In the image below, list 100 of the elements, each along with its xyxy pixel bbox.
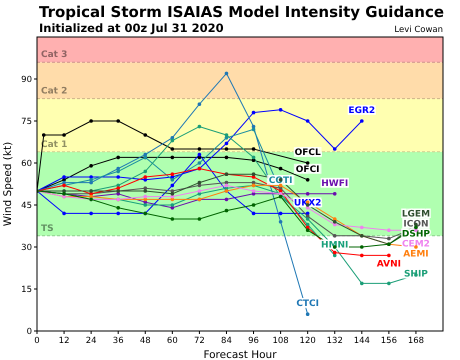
point — [116, 175, 120, 179]
point — [306, 178, 310, 182]
text: Levi Cowan — [394, 25, 443, 35]
point — [387, 254, 391, 258]
x-tick-label: 60 — [166, 336, 178, 346]
point — [170, 147, 174, 151]
point — [198, 180, 202, 184]
x-tick-label: 96 — [248, 336, 259, 346]
band-label: Cat 3 — [41, 50, 68, 60]
point — [62, 212, 66, 216]
point — [170, 156, 174, 160]
point — [170, 203, 174, 207]
point — [143, 133, 148, 137]
point — [62, 175, 66, 179]
x-tick-label: 144 — [354, 336, 370, 346]
y-tick-label: 45 — [21, 200, 32, 211]
point — [198, 217, 202, 221]
x-tick-label: 12 — [58, 336, 70, 346]
point — [143, 170, 148, 174]
x-tick-label: 36 — [112, 336, 124, 346]
y-tick-label: 15 — [21, 284, 32, 295]
point — [252, 172, 256, 176]
point — [360, 226, 364, 230]
y-tick-label: 0 — [26, 326, 32, 337]
point — [332, 250, 337, 254]
point — [116, 192, 120, 196]
series-label: OFCI — [296, 164, 320, 175]
y-tick-label: 30 — [21, 242, 32, 253]
point — [332, 220, 337, 224]
series-label: LGEM — [402, 210, 430, 220]
point — [224, 208, 228, 212]
point — [306, 119, 310, 123]
point — [387, 228, 391, 232]
point — [387, 236, 391, 240]
point — [116, 156, 120, 160]
point — [116, 170, 120, 174]
point — [360, 282, 364, 286]
point — [198, 147, 202, 151]
x-tick-label: 120 — [300, 336, 316, 346]
point — [116, 186, 120, 190]
x-tick-label: 108 — [272, 336, 289, 346]
point — [170, 184, 174, 188]
point — [143, 178, 148, 182]
x-tick-label: 72 — [194, 336, 205, 346]
point — [170, 172, 174, 176]
series-label: EGR2 — [348, 106, 376, 116]
point — [252, 203, 256, 207]
point — [198, 161, 202, 165]
point — [143, 175, 148, 179]
point — [143, 194, 148, 198]
x-tick-label: 48 — [140, 336, 151, 346]
x-tick-label: 156 — [380, 336, 397, 346]
series-label: CTCI — [296, 299, 320, 310]
point — [306, 226, 310, 230]
point — [252, 156, 256, 160]
point — [360, 254, 364, 258]
chart-subtitle: Initialized at 00z Jul 31 2020 — [39, 21, 224, 35]
point — [332, 234, 337, 238]
point — [278, 166, 282, 170]
point — [224, 156, 228, 160]
point — [306, 312, 310, 316]
series-label: HWFI — [321, 178, 348, 189]
x-axis-title: Forecast Hour — [203, 349, 278, 360]
point — [143, 189, 148, 193]
point — [224, 198, 228, 202]
point — [306, 214, 310, 218]
series-label: CEM2 — [402, 240, 430, 250]
chart-title: Tropical Storm ISAIAS Model Intensity Guidance — [39, 3, 444, 21]
point — [360, 245, 364, 249]
point — [198, 102, 202, 106]
point — [116, 206, 120, 210]
point — [252, 110, 256, 114]
point — [116, 119, 120, 123]
point — [306, 212, 310, 216]
point — [89, 180, 93, 184]
point — [170, 192, 174, 196]
point — [116, 184, 120, 188]
point — [143, 203, 148, 207]
point — [170, 217, 174, 221]
x-tick-label: 84 — [221, 336, 232, 346]
point — [278, 220, 282, 224]
point — [89, 212, 93, 216]
point — [387, 282, 391, 286]
series-label: HMNI — [321, 240, 348, 250]
point — [278, 108, 282, 112]
point — [332, 192, 337, 196]
point — [252, 189, 256, 193]
point — [89, 164, 93, 168]
x-tick-label: 168 — [408, 336, 424, 346]
point — [170, 136, 174, 140]
y-tick-label: 60 — [21, 158, 32, 169]
point — [224, 147, 228, 151]
y-axis-title: Wind Speed (kt) — [2, 142, 14, 226]
point — [278, 212, 282, 216]
y-tick-label: 75 — [21, 116, 32, 127]
point — [198, 189, 202, 193]
point — [198, 152, 202, 156]
x-tick-label: 0 — [34, 336, 40, 346]
point — [42, 133, 46, 137]
point — [252, 158, 256, 162]
